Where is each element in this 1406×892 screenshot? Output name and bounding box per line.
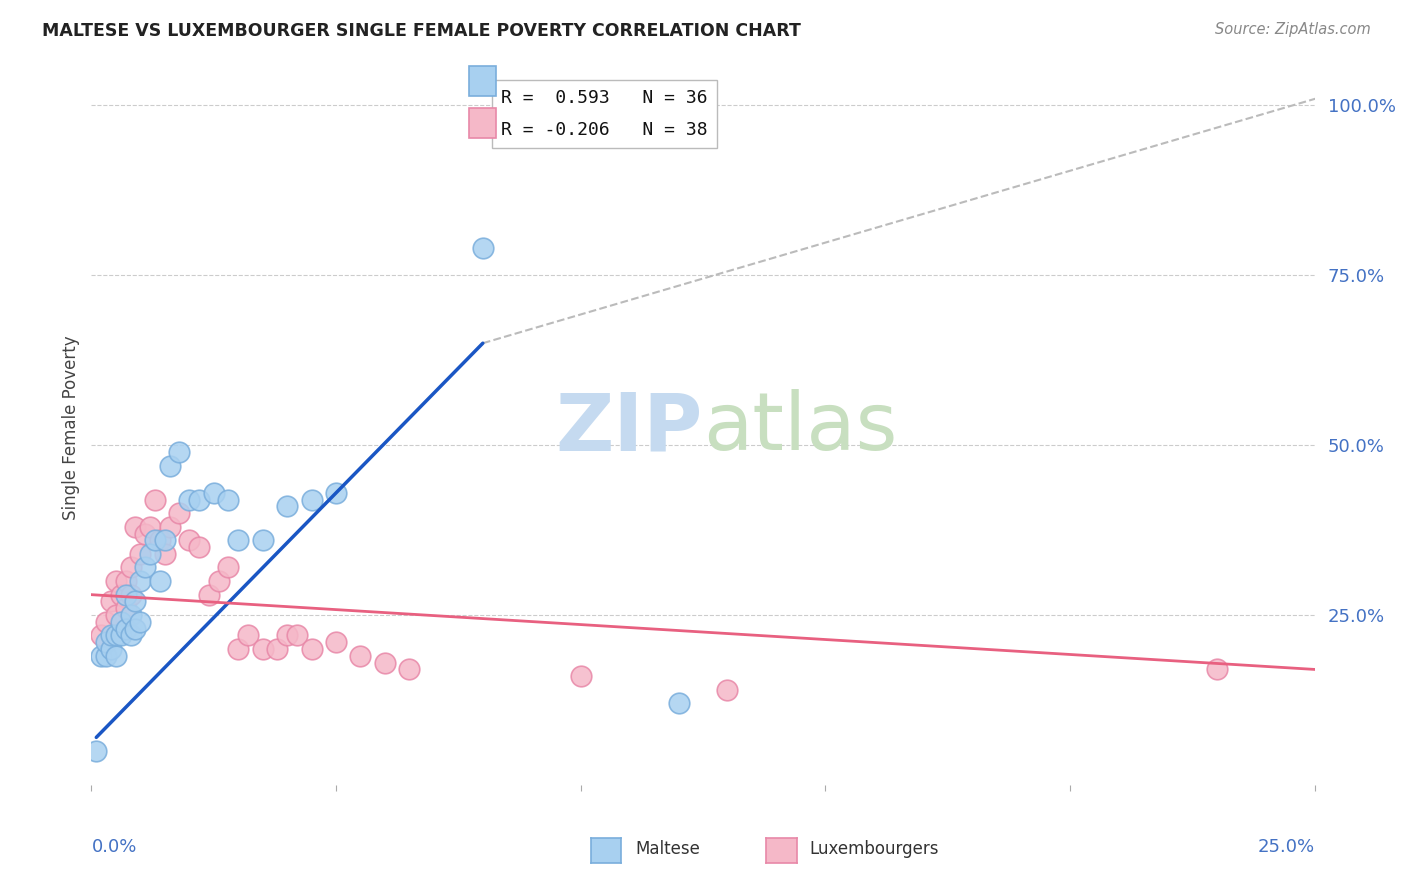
Point [217,560,239,574]
Point [134,560,156,574]
Point [276,628,298,642]
Text: 0.0%: 0.0% [91,838,136,856]
Point [188,492,211,507]
Point [179,533,201,548]
Text: atlas: atlas [703,389,897,467]
Point [285,628,308,642]
Point [153,533,176,548]
Text: ZIP: ZIP [555,389,703,467]
Point [668,697,690,711]
Point [374,656,396,670]
Point [1205,662,1227,676]
FancyBboxPatch shape [470,66,496,96]
Point [124,622,146,636]
Point [252,533,274,548]
Point [169,506,191,520]
Point [159,458,181,473]
Point [104,628,127,642]
Point [226,642,249,657]
Point [301,492,323,507]
Point [325,485,347,500]
Point [716,682,738,697]
Point [569,669,592,683]
Point [124,594,146,608]
Point [124,519,146,533]
Point [252,642,274,657]
Point [114,622,136,636]
Point [114,574,136,588]
Text: R =  0.593   N = 36
R = -0.206   N = 38: R = 0.593 N = 36 R = -0.206 N = 38 [501,89,707,139]
Point [120,588,142,602]
Point [120,628,142,642]
Point [110,628,132,642]
Point [139,547,162,561]
Point [471,241,494,255]
FancyBboxPatch shape [470,108,496,137]
Point [139,519,162,533]
Point [149,533,172,548]
Point [159,519,181,533]
Point [134,526,156,541]
Point [198,588,221,602]
Point [129,547,152,561]
Point [100,594,122,608]
Point [398,662,420,676]
Point [120,608,142,623]
Text: Source: ZipAtlas.com: Source: ZipAtlas.com [1215,22,1371,37]
Point [349,648,371,663]
Point [129,574,152,588]
Point [143,533,166,548]
Point [276,500,298,514]
Point [90,648,112,663]
Point [104,608,127,623]
Text: Luxembourgers: Luxembourgers [810,840,939,858]
Point [153,547,176,561]
Point [266,642,288,657]
Point [114,588,136,602]
Point [104,574,127,588]
Point [114,601,136,615]
Point [325,635,347,649]
Point [188,540,211,554]
Text: MALTESE VS LUXEMBOURGER SINGLE FEMALE POVERTY CORRELATION CHART: MALTESE VS LUXEMBOURGER SINGLE FEMALE PO… [42,22,801,40]
Point [207,574,229,588]
Point [100,628,122,642]
Text: Maltese: Maltese [636,840,700,858]
Y-axis label: Single Female Poverty: Single Female Poverty [62,336,80,520]
Point [120,560,142,574]
Text: 25.0%: 25.0% [1257,838,1315,856]
Point [217,492,239,507]
Point [94,635,117,649]
Point [104,648,127,663]
Point [226,533,249,548]
Point [110,615,132,629]
Point [84,744,107,758]
Point [110,588,132,602]
Point [169,445,191,459]
Point [236,628,259,642]
Point [149,574,172,588]
Point [129,615,152,629]
Point [90,628,112,642]
Point [179,492,201,507]
Point [202,485,225,500]
Point [94,615,117,629]
Point [301,642,323,657]
Point [100,642,122,657]
Point [94,648,117,663]
Point [143,492,166,507]
